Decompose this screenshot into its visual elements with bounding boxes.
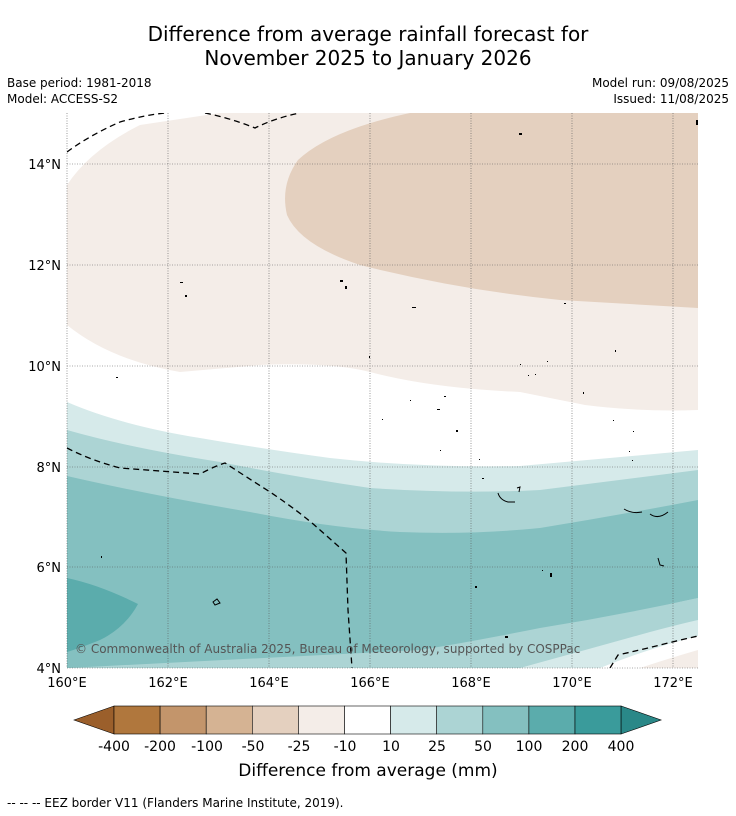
lon-label: 164°E	[249, 676, 289, 691]
title-line-2: November 2025 to January 2026	[204, 46, 532, 70]
issued-date: Issued: 11/08/2025	[613, 92, 729, 106]
lat-label: 14°N	[28, 158, 61, 173]
colorbar	[73, 705, 663, 735]
colorbar-title: Difference from average (mm)	[238, 761, 498, 781]
colorbar-label: -10	[334, 739, 357, 755]
colorbar-label: 25	[428, 739, 446, 755]
meta-right: Model run: 09/08/2025 Issued: 11/08/2025	[592, 75, 729, 107]
eez-border	[67, 113, 698, 668]
lat-label: 10°N	[28, 360, 61, 375]
islands	[101, 120, 698, 638]
colorbar-label: -400	[98, 739, 130, 755]
model-name: Model: ACCESS-S2	[7, 92, 119, 106]
atoll-outlines	[212, 486, 669, 606]
meta-left: Base period: 1981-2018 Model: ACCESS-S2	[7, 75, 152, 107]
lon-label: 160°E	[47, 676, 87, 691]
colorbar-swatch	[298, 705, 345, 735]
colorbar-label: 10	[382, 739, 400, 755]
colorbar-swatch	[205, 705, 253, 735]
lat-label: 4°N	[37, 662, 62, 677]
colorbar-label: -100	[191, 739, 223, 755]
lon-label: 168°E	[451, 676, 491, 691]
map-title: Difference from average rainfall forecas…	[0, 22, 736, 70]
colorbar-swatch	[436, 705, 484, 735]
copyright-notice: © Commonwealth of Australia 2025, Bureau…	[75, 642, 580, 656]
colorbar-swatch	[113, 705, 161, 735]
model-run: Model run: 09/08/2025	[591, 76, 729, 90]
colorbar-labels: -400 -200 -100 -50 -25 -10 10 25 50 100 …	[98, 739, 634, 755]
lon-label: 170°E	[552, 676, 592, 691]
colorbar-swatch	[252, 705, 299, 735]
rainfall-field	[67, 113, 698, 668]
lat-label: 12°N	[28, 259, 61, 274]
colorbar-swatch	[159, 705, 207, 735]
title-line-1: Difference from average rainfall forecas…	[147, 22, 589, 46]
colorbar-swatch	[574, 705, 622, 735]
lon-label: 162°E	[148, 676, 188, 691]
lat-label: 8°N	[37, 461, 62, 476]
colorbar-label: 400	[608, 739, 635, 755]
colorbar-label: -25	[288, 739, 311, 755]
colorbar-swatch	[528, 705, 576, 735]
colorbar-arrow-low	[73, 705, 115, 735]
colorbar-label: 50	[474, 739, 492, 755]
lat-label: 6°N	[37, 561, 62, 576]
colorbar-swatch	[482, 705, 530, 735]
lon-label: 172°E	[653, 676, 693, 691]
colorbar-arrow-high	[620, 705, 663, 735]
colorbar-label: -200	[144, 739, 176, 755]
colorbar-label: 100	[516, 739, 543, 755]
lat-labels: 14°N 12°N 10°N 8°N 6°N 4°N	[28, 158, 61, 677]
lon-label: 166°E	[350, 676, 390, 691]
colorbar-swatch	[390, 705, 438, 735]
lon-labels: 160°E 162°E 164°E 166°E 168°E 170°E 172°…	[47, 676, 693, 691]
eez-footnote: -- -- -- EEZ border V11 (Flanders Marine…	[7, 796, 344, 810]
colorbar-swatch	[344, 705, 391, 735]
base-period: Base period: 1981-2018	[7, 76, 152, 90]
graticule	[66, 113, 698, 669]
colorbar-label: 200	[562, 739, 589, 755]
colorbar-label: -50	[242, 739, 265, 755]
